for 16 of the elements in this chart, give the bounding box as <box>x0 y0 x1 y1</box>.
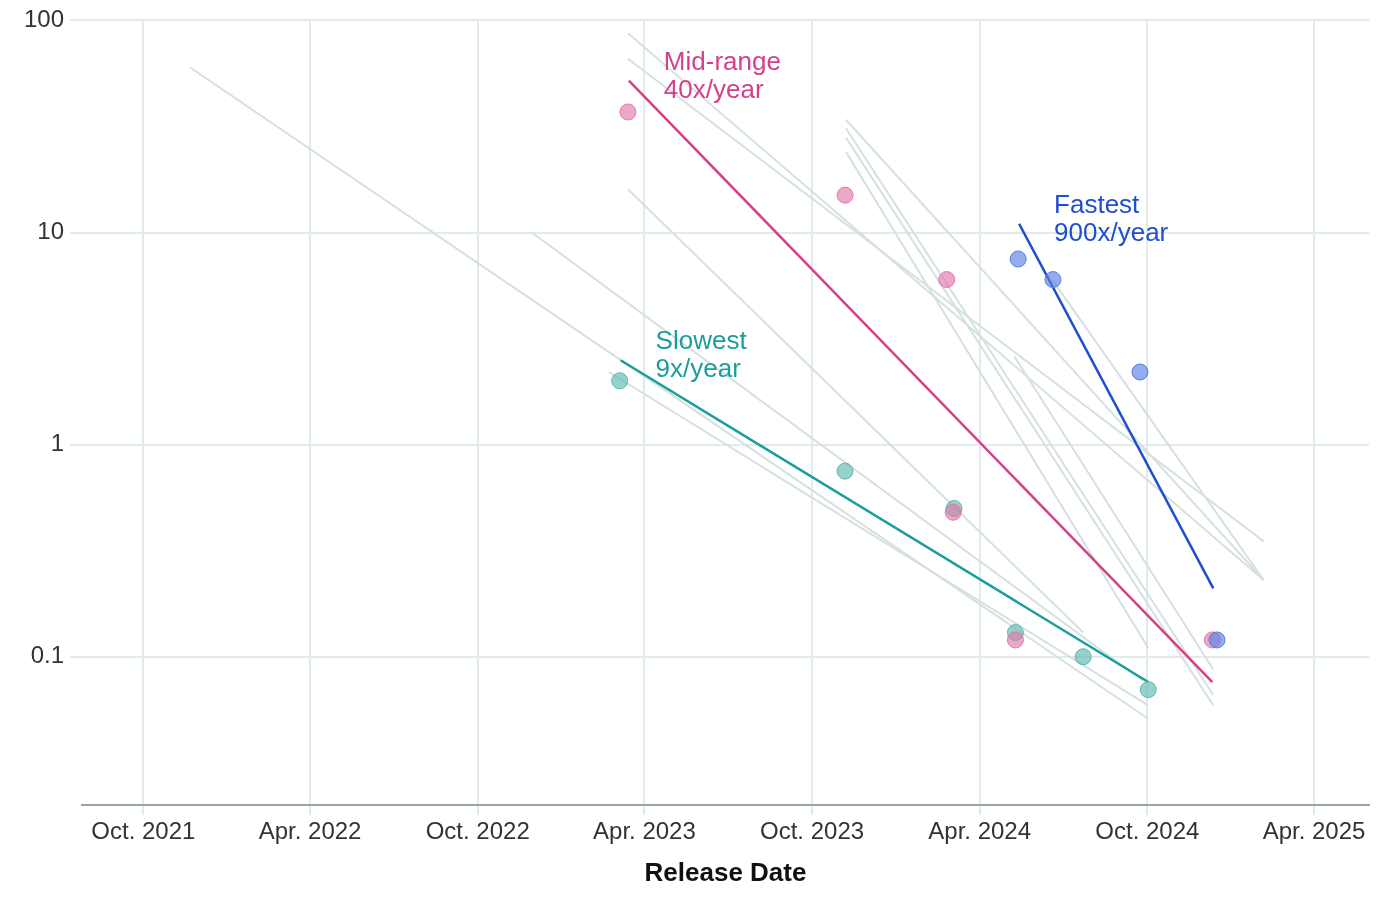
x-tick-label: Apr. 2023 <box>593 817 696 845</box>
y-tick-label: 100 <box>23 5 64 33</box>
y-tick-label: 1 <box>50 429 64 457</box>
x-tick-label: Oct. 2023 <box>760 817 865 845</box>
x-tick-label: Oct. 2024 <box>1095 817 1200 845</box>
series-label: Slowest 9x/year <box>655 325 748 384</box>
series-label: Mid-range 40x/year <box>663 45 781 104</box>
x-tick-label: Apr. 2022 <box>258 817 362 845</box>
y-tick-label: 10 <box>37 217 64 245</box>
series-label: Fastest 900x/year <box>1054 188 1169 247</box>
x-axis-title: Release Date <box>644 856 807 887</box>
x-tick-label: Apr. 2024 <box>928 817 1032 845</box>
x-tick-label: Oct. 2022 <box>425 817 530 845</box>
x-tick-label: Oct. 2021 <box>91 817 196 845</box>
x-tick-label: Apr. 2025 <box>1262 817 1366 845</box>
y-tick-label: 0.1 <box>30 641 64 669</box>
